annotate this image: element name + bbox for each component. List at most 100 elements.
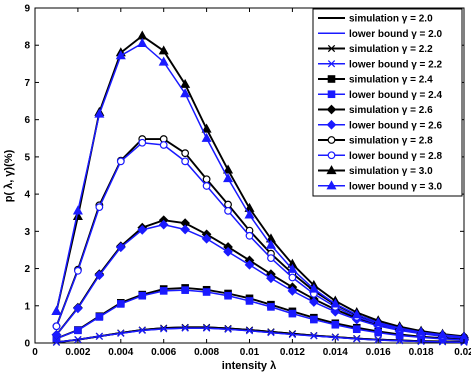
x-tick-label: 0	[32, 347, 38, 358]
y-tick-label: 5	[24, 152, 30, 163]
data-point	[181, 149, 190, 158]
data-point	[137, 224, 148, 235]
data-point	[310, 315, 318, 324]
y-axis-title: p( λ, γ)(%)	[3, 149, 15, 202]
data-point	[115, 50, 126, 60]
data-point	[287, 286, 298, 296]
y-tick-label: 4	[24, 190, 30, 201]
data-point	[245, 297, 254, 305]
data-point	[223, 173, 234, 183]
data-point	[223, 246, 233, 257]
data-point	[95, 332, 103, 340]
legend-marker	[327, 75, 336, 83]
data-point	[180, 224, 190, 235]
x-tick-label: 0.008	[194, 347, 219, 358]
data-point	[224, 325, 232, 333]
data-point	[287, 263, 298, 273]
data-point	[181, 286, 189, 294]
data-point	[180, 78, 191, 88]
data-point	[116, 300, 125, 308]
data-point	[330, 306, 341, 317]
x-tick-label: 0.004	[108, 347, 133, 358]
data-point	[138, 291, 147, 300]
legend-label: lower bound γ = 2.2	[349, 59, 443, 70]
x-axis-title: intensity λ	[222, 360, 276, 372]
legend-label: simulation γ = 2.2	[349, 44, 433, 55]
legend-entry: lower bound γ = 2.0	[318, 29, 443, 40]
data-point	[266, 273, 276, 284]
y-tick-label: 8	[24, 41, 30, 52]
data-point	[224, 200, 232, 209]
data-point	[245, 231, 254, 240]
data-point	[437, 329, 448, 339]
data-point	[181, 324, 189, 332]
data-point	[288, 273, 297, 282]
data-point	[158, 219, 169, 230]
data-point	[244, 209, 255, 219]
legend-marker	[326, 119, 337, 130]
y-tick-label: 6	[24, 115, 30, 126]
data-point	[95, 203, 104, 212]
series-6	[52, 286, 468, 344]
data-point	[159, 287, 168, 295]
data-point	[94, 108, 105, 118]
data-point	[267, 254, 275, 263]
data-point	[394, 322, 405, 332]
legend-marker	[327, 136, 336, 144]
legend-entry: lower bound γ = 2.8	[318, 151, 443, 162]
data-point	[416, 326, 427, 336]
data-point	[223, 164, 234, 174]
y-tick-label: 9	[24, 4, 30, 15]
legend-label: lower bound γ = 2.8	[349, 151, 443, 162]
series-lines	[51, 30, 470, 346]
legend-label: simulation γ = 2.0	[349, 14, 433, 25]
data-point	[158, 56, 169, 66]
data-point	[117, 329, 125, 337]
data-point	[52, 322, 61, 331]
data-point	[202, 288, 211, 296]
data-point	[73, 266, 82, 275]
data-point	[267, 328, 275, 337]
legend-marker	[326, 180, 337, 190]
legend-marker	[326, 104, 337, 115]
legend-marker	[326, 165, 337, 175]
legend-label: lower bound γ = 2.6	[349, 120, 443, 131]
legend-label: lower bound γ = 2.4	[349, 90, 443, 101]
series-4	[52, 324, 468, 346]
legend-marker	[327, 60, 336, 68]
data-point	[202, 175, 211, 184]
data-point	[137, 37, 148, 47]
legend-entry: simulation γ = 2.6	[318, 104, 433, 116]
data-point	[180, 88, 191, 98]
data-point	[72, 205, 83, 215]
y-tick-label: 1	[24, 301, 30, 312]
data-point	[51, 305, 62, 315]
x-tick-label: 0.006	[151, 347, 176, 358]
data-point	[51, 329, 62, 340]
series-line	[55, 42, 465, 338]
legend-box	[312, 8, 463, 197]
data-point	[160, 325, 168, 333]
legend-entry: simulation γ = 2.4	[318, 75, 433, 86]
y-tick-label: 2	[24, 264, 30, 275]
data-point	[244, 259, 255, 270]
x-tick-label: 0.016	[366, 347, 391, 358]
legend-marker	[327, 90, 336, 99]
data-point	[373, 317, 384, 327]
x-tick-label: 0.018	[409, 347, 434, 358]
legend-entry: simulation γ = 2.8	[318, 136, 433, 147]
x-tick-label: 0.014	[323, 347, 348, 358]
data-point	[310, 332, 318, 340]
series-8	[51, 219, 469, 344]
legend: simulation γ = 2.0 lower bound γ = 2.0 sim…	[312, 8, 463, 197]
y-tick-label: 7	[24, 78, 30, 89]
data-point	[201, 132, 212, 142]
data-point	[288, 330, 297, 339]
data-point	[309, 297, 319, 307]
x-tick-label: 0.012	[280, 347, 305, 358]
data-point	[138, 326, 146, 334]
data-point	[159, 141, 168, 149]
data-point	[352, 325, 361, 334]
